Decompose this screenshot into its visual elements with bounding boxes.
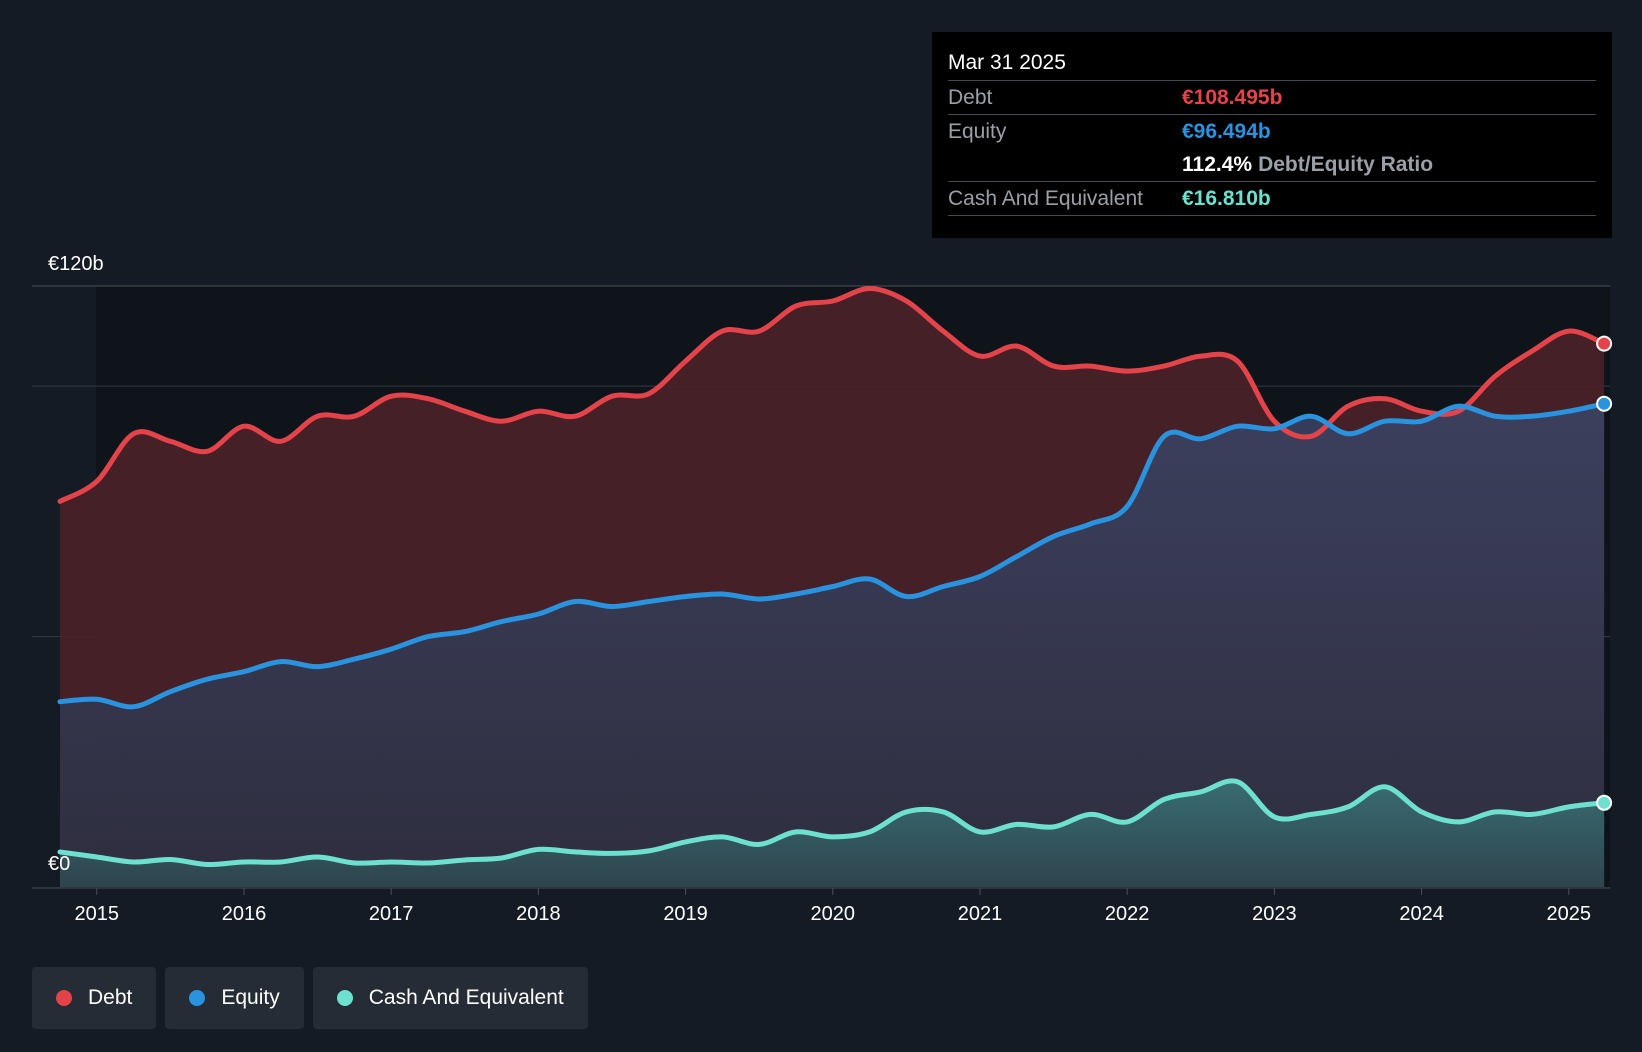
x-tick-label-2016: 2016 bbox=[222, 903, 267, 925]
x-tick-label-2021: 2021 bbox=[958, 903, 1003, 925]
legend-label-equity: Equity bbox=[221, 986, 280, 1009]
legend-label-cash: Cash And Equivalent bbox=[368, 986, 564, 1009]
tooltip-equity-row: Equity €96.494b bbox=[948, 114, 1596, 148]
x-tick-label-2017: 2017 bbox=[369, 903, 414, 925]
legend-item-equity[interactable]: Equity bbox=[165, 967, 304, 1029]
tooltip-equity-value: €96.494b bbox=[1182, 119, 1271, 143]
tooltip-equity-label: Equity bbox=[948, 119, 1007, 143]
equity-end-marker bbox=[1596, 395, 1613, 412]
x-tick-label-2024: 2024 bbox=[1399, 903, 1444, 925]
legend-dot-cash-icon bbox=[336, 990, 353, 1006]
tooltip-date: Mar 31 2025 bbox=[948, 51, 1066, 74]
tooltip-cash-label: Cash And Equivalent bbox=[948, 186, 1143, 210]
x-axis-ticks: 2015 2016 2017 2018 2019 2020 2021 2022 2023 2024… bbox=[75, 888, 1592, 925]
x-tick-label-2020: 2020 bbox=[811, 903, 856, 925]
tooltip-debt-label: Debt bbox=[948, 85, 993, 109]
marker-layer bbox=[1596, 335, 1613, 811]
legend: Debt Equity Cash And Equivalent bbox=[32, 967, 588, 1029]
line-layer bbox=[57, 286, 1607, 868]
tooltip-panel: Mar 31 2025 Debt €108.495b Equity €96.49… bbox=[932, 32, 1612, 238]
tooltip-ratio-label: Debt/Equity Ratio bbox=[1258, 152, 1434, 176]
tooltip-ratio-value: 112.4% bbox=[1182, 152, 1253, 176]
x-tick-label-2022: 2022 bbox=[1105, 903, 1150, 925]
tooltip-cash-value: €16.810b bbox=[1182, 186, 1271, 210]
y-tick-label-bottom: €0 bbox=[48, 853, 70, 875]
legend-item-cash[interactable]: Cash And Equivalent bbox=[312, 967, 588, 1029]
equity-area bbox=[59, 403, 1605, 887]
tooltip-ratio-row: 112.4% Debt/Equity Ratio bbox=[948, 148, 1596, 181]
tooltip-debt-value: €108.495b bbox=[1182, 85, 1283, 109]
debt-end-marker bbox=[1596, 335, 1613, 352]
equity-line bbox=[57, 401, 1607, 710]
x-tick-label-2018: 2018 bbox=[516, 903, 561, 925]
tooltip-debt-row: Debt €108.495b bbox=[948, 80, 1596, 114]
debt-line bbox=[57, 286, 1607, 504]
x-tick-label-2023: 2023 bbox=[1252, 903, 1297, 925]
legend-item-debt[interactable]: Debt bbox=[32, 967, 157, 1029]
legend-dot-debt-icon bbox=[56, 990, 72, 1006]
x-tick-label-2019: 2019 bbox=[663, 903, 708, 925]
legend-label-debt: Debt bbox=[88, 986, 133, 1009]
cash-end-marker bbox=[1596, 794, 1613, 811]
cash-line bbox=[57, 778, 1607, 868]
x-tick-label-2025: 2025 bbox=[1547, 903, 1592, 925]
y-tick-label-top: €120b bbox=[48, 253, 104, 275]
legend-dot-equity-icon bbox=[189, 990, 206, 1006]
tooltip-cash-row: Cash And Equivalent €16.810b bbox=[948, 181, 1596, 216]
cash-area bbox=[59, 780, 1605, 887]
x-tick-label-2015: 2015 bbox=[75, 903, 120, 925]
